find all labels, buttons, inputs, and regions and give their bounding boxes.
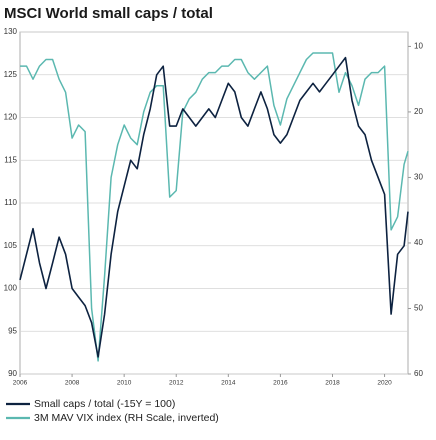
- y-tick-label: 90: [8, 369, 17, 378]
- x-tick-label: 2018: [325, 380, 340, 387]
- y-tick-label: 95: [8, 326, 17, 335]
- x-tick-label: 2006: [13, 380, 28, 387]
- y-tick-label: 105: [4, 241, 18, 250]
- series-line: [20, 52, 409, 362]
- x-tick-label: 2020: [377, 380, 392, 387]
- x-tick-label: 2014: [221, 380, 236, 387]
- y2-tick-label: 10: [414, 42, 423, 51]
- y2-tick-label: 30: [414, 173, 423, 182]
- y-tick-label: 115: [4, 155, 17, 164]
- y-tick-label: 110: [4, 198, 17, 207]
- chart-title: MSCI World small caps / total: [4, 5, 213, 22]
- y2-tick-label: 40: [414, 238, 423, 247]
- y2-tick-label: 20: [414, 107, 423, 116]
- y-tick-label: 120: [4, 113, 18, 122]
- y2-tick-label: 60: [414, 369, 423, 378]
- series-line: [19, 56, 409, 358]
- x-tick-label: 2010: [117, 380, 132, 387]
- y-tick-label: 125: [4, 70, 18, 79]
- y-tick-label: 100: [4, 284, 18, 293]
- y2-tick-label: 50: [414, 304, 423, 313]
- legend-label: 3M MAV VIX index (RH Scale, inverted): [34, 412, 219, 424]
- x-tick-label: 2012: [169, 380, 184, 387]
- y-tick-label: 130: [4, 27, 18, 36]
- x-tick-label: 2016: [273, 380, 288, 387]
- x-tick-label: 2008: [65, 380, 80, 387]
- legend-label: Small caps / total (-15Y = 100): [34, 398, 175, 410]
